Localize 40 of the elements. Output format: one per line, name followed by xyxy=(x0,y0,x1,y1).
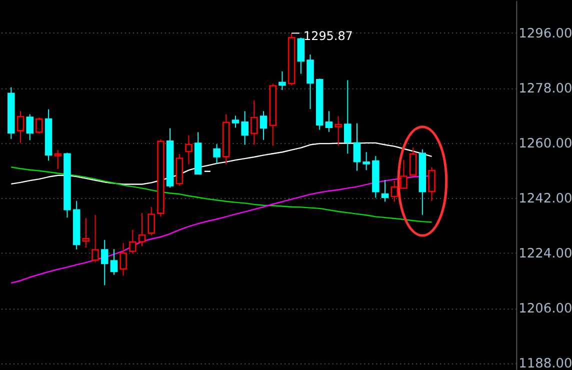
candlestick xyxy=(325,110,333,132)
candlestick xyxy=(400,160,408,189)
candlestick xyxy=(138,212,146,247)
candlestick xyxy=(92,214,99,263)
candlestick xyxy=(409,147,417,176)
candlestick xyxy=(297,37,305,74)
y-tick-label: 1260.00 xyxy=(518,136,572,152)
candlestick xyxy=(241,110,248,146)
candlestick xyxy=(54,149,62,170)
y-tick-label: 1188.00 xyxy=(518,356,572,370)
candlestick xyxy=(36,117,43,134)
y-tick-label: 1242.00 xyxy=(518,191,572,206)
candlestick xyxy=(278,70,286,90)
candlestick xyxy=(185,134,192,165)
candlestick xyxy=(120,242,127,276)
candlestick xyxy=(353,122,361,172)
y-tick-label: 1206.00 xyxy=(518,302,572,317)
candlestick xyxy=(260,110,268,140)
candlestick xyxy=(334,116,342,146)
candlestick xyxy=(213,144,220,164)
line-series xyxy=(10,166,432,223)
candlestick xyxy=(148,206,155,236)
candlestick xyxy=(362,152,370,171)
candlestick xyxy=(232,115,240,128)
candlestick xyxy=(110,248,118,276)
candlestick xyxy=(344,80,352,154)
y-tick-label: 1296.00 xyxy=(518,26,572,42)
candlestick xyxy=(381,179,389,202)
candlestick xyxy=(250,100,258,146)
candlestick xyxy=(82,217,90,248)
candlestick xyxy=(428,166,436,202)
candlestick xyxy=(390,180,398,202)
candlestick xyxy=(129,229,136,254)
candlestick xyxy=(16,110,24,144)
y-tick-label: 1224.00 xyxy=(518,246,572,262)
y-tick-label: 1278.00 xyxy=(518,81,572,96)
candlestick xyxy=(26,114,34,141)
annotation: 1295.87 xyxy=(304,29,353,44)
candlestick xyxy=(306,54,314,110)
candlestick xyxy=(100,239,108,286)
